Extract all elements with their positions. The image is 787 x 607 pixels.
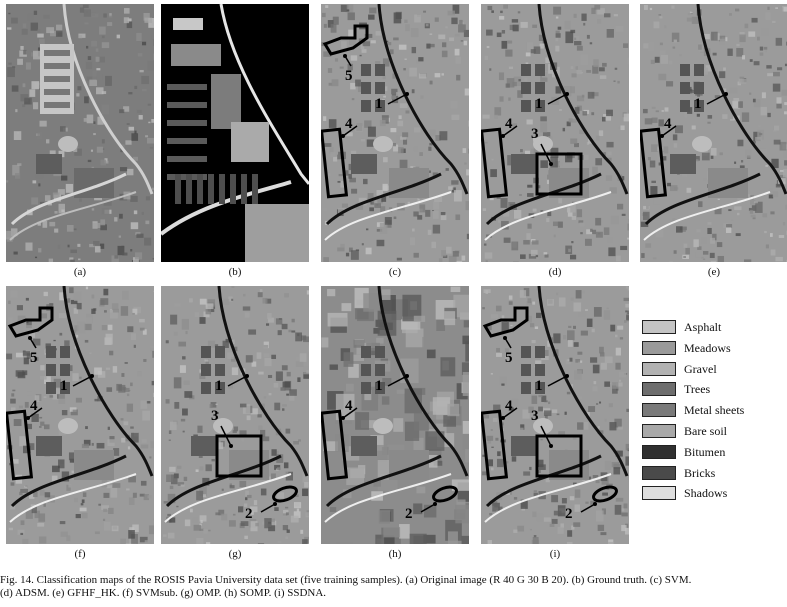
region-marker-5: 5 [345, 68, 353, 84]
legend-swatch [642, 444, 676, 459]
region-marker-1: 1 [375, 96, 383, 112]
legend-item-meadows: Meadows [642, 339, 780, 357]
legend-label: Bare soil [684, 424, 727, 438]
classification-map-d: 1 3 4 [481, 4, 629, 262]
panel-label-i: (i) [549, 548, 561, 560]
legend-swatch [642, 403, 676, 418]
legend-label: Gravel [684, 361, 717, 376]
legend-item-trees: Trees [642, 380, 780, 398]
legend-item-asphalt: Asphalt [642, 318, 780, 336]
legend-swatch [642, 382, 676, 397]
panel-label-f: (f) [74, 548, 86, 560]
legend-item-gravel: Gravel [642, 360, 780, 378]
legend-item-bare-soil: Bare soil [642, 422, 780, 440]
region-marker-1: 1 [535, 378, 543, 394]
panel-label-b: (b) [228, 266, 242, 278]
region-marker-1: 1 [215, 378, 223, 394]
region-marker-4: 4 [345, 398, 353, 414]
region-marker-4: 4 [505, 398, 513, 414]
legend-label: Bitumen [684, 444, 726, 459]
figure-caption: Fig. 14. Classification maps of the ROSI… [0, 574, 787, 600]
region-marker-2: 2 [405, 506, 413, 522]
legend-swatch [642, 486, 676, 501]
panel-d: 1 3 4 [481, 4, 629, 262]
region-marker-2: 2 [245, 506, 253, 522]
region-marker-4: 4 [664, 116, 672, 132]
panel-label-g: (g) [228, 548, 242, 560]
region-marker-1: 1 [60, 378, 68, 394]
region-marker-1: 1 [535, 96, 543, 112]
legend-item-bitumen: Bitumen [642, 443, 780, 461]
panel-label-e: (e) [707, 266, 721, 278]
legend-swatch [642, 320, 676, 334]
legend-label: Bricks [684, 465, 716, 480]
region-marker-5: 5 [505, 350, 513, 366]
legend-swatch [642, 424, 676, 438]
classification-map-c: 1 4 5 [321, 4, 469, 262]
panel-b [161, 4, 309, 262]
legend-label: Trees [684, 382, 711, 397]
panel-label-a: (a) [73, 266, 87, 278]
legend-swatch [642, 340, 676, 355]
panel-g: 1 2 3 [161, 286, 309, 544]
region-marker-5: 5 [30, 350, 38, 366]
legend-item-metal-sheets: Metal sheets [642, 401, 780, 419]
region-marker-4: 4 [505, 116, 513, 132]
region-marker-1: 1 [375, 378, 383, 394]
classification-map-i: 1 2 3 4 5 [481, 286, 629, 544]
classification-map-e: 14 [640, 4, 787, 262]
panel-c: 1 4 5 [321, 4, 469, 262]
panel-label-c: (c) [388, 266, 402, 278]
classification-map-a [6, 4, 154, 262]
panel-label-h: (h) [388, 548, 402, 560]
region-marker-2: 2 [565, 506, 573, 522]
legend-item-bricks: Bricks [642, 464, 780, 482]
caption-line-1: Fig. 14. Classification maps of the ROSI… [0, 574, 692, 586]
legend-label: Meadows [684, 340, 731, 355]
caption-line-2: (d) ADSM. (e) GFHF_HK. (f) SVMsub. (g) O… [0, 587, 327, 599]
classification-map-f: 1 4 5 [6, 286, 154, 544]
region-marker-4: 4 [345, 116, 353, 132]
region-marker-3: 3 [211, 408, 219, 424]
panel-i: 1 2 3 4 5 [481, 286, 629, 544]
panel-f: 1 4 5 [6, 286, 154, 544]
legend-label: Metal sheets [684, 403, 745, 418]
legend-swatch [642, 361, 676, 376]
panel-h: 1 2 4 [321, 286, 469, 544]
region-marker-3: 3 [531, 126, 539, 142]
legend-label: Asphalt [684, 320, 722, 334]
region-marker-3: 3 [531, 408, 539, 424]
classification-map-b [161, 4, 309, 262]
legend-label: Shadows [684, 486, 728, 501]
classification-map-g: 1 2 3 [161, 286, 309, 544]
region-marker-1: 1 [694, 96, 702, 112]
legend-item-shadows: Shadows [642, 484, 780, 502]
panel-a [6, 4, 154, 262]
legend-swatch [642, 465, 676, 480]
classification-map-h: 1 2 4 [321, 286, 469, 544]
region-marker-4: 4 [30, 398, 38, 414]
panel-label-d: (d) [548, 266, 562, 278]
